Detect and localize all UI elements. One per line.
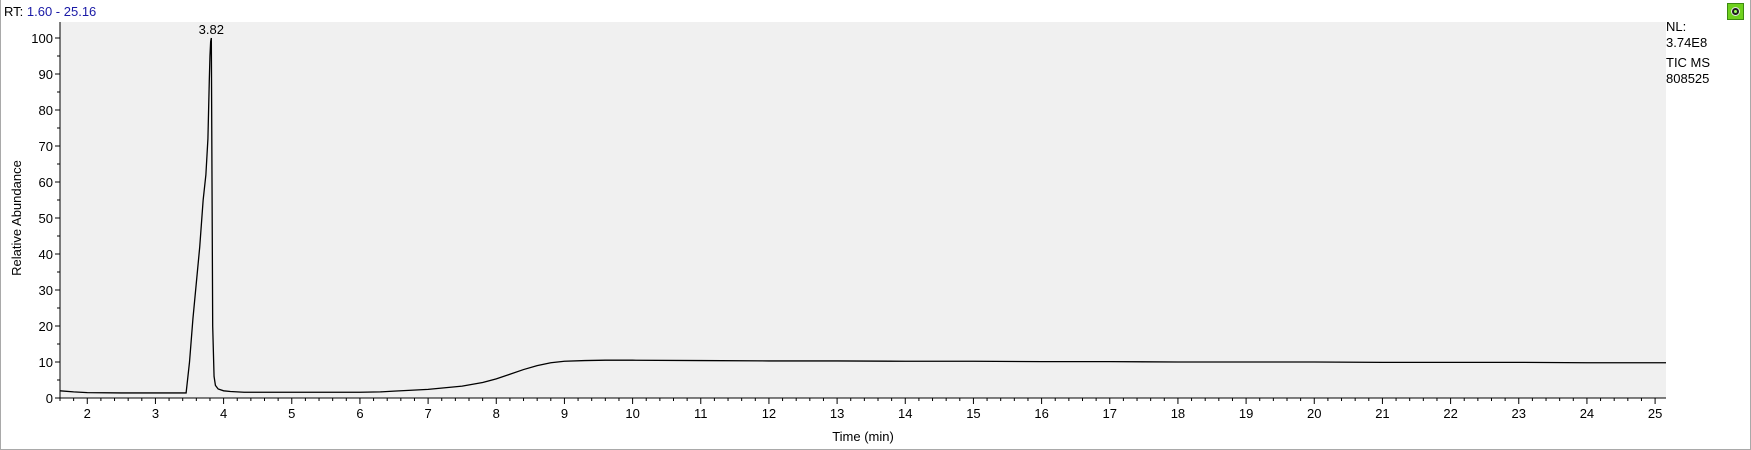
rt-range-value: 1.60 - 25.16 bbox=[26, 4, 97, 19]
x-tick-label: 16 bbox=[1034, 406, 1048, 421]
x-tick-label: 23 bbox=[1512, 406, 1526, 421]
x-tick-label: 13 bbox=[830, 406, 844, 421]
y-tick-label: 0 bbox=[46, 391, 53, 406]
x-tick-label: 19 bbox=[1239, 406, 1253, 421]
y-tick-label: 10 bbox=[39, 355, 53, 370]
y-tick-label: 90 bbox=[39, 67, 53, 82]
x-tick-label: 10 bbox=[625, 406, 639, 421]
peak-label: 3.82 bbox=[199, 22, 224, 37]
peak-labels: 3.82 bbox=[199, 22, 224, 37]
y-tick-label: 60 bbox=[39, 175, 53, 190]
y-tick-label: 20 bbox=[39, 319, 53, 334]
x-tick-label: 2 bbox=[84, 406, 91, 421]
x-axis-label: Time (min) bbox=[832, 429, 894, 444]
x-tick-label: 14 bbox=[898, 406, 912, 421]
pin-toggle-icon[interactable] bbox=[1727, 3, 1744, 20]
x-tick-label: 8 bbox=[493, 406, 500, 421]
x-tick-label: 20 bbox=[1307, 406, 1321, 421]
y-tick-label: 80 bbox=[39, 103, 53, 118]
x-tick-label: 22 bbox=[1443, 406, 1457, 421]
x-axis-ticks: 2 3 4 5 6 7 8 9 10 11 12 13 14 15 16 17 18 19 20 21 22 23 24 25 bbox=[59, 398, 1662, 421]
tic-trace-line bbox=[59, 37, 1666, 394]
x-tick-label: 7 bbox=[424, 406, 431, 421]
x-tick-label: 24 bbox=[1580, 406, 1594, 421]
x-tick-label: 25 bbox=[1648, 406, 1662, 421]
sample-id-label: 808525 bbox=[1666, 71, 1710, 86]
y-tick-label: 50 bbox=[39, 211, 53, 226]
x-tick-label: 18 bbox=[1171, 406, 1185, 421]
x-tick-label: 6 bbox=[356, 406, 363, 421]
y-tick-label: 40 bbox=[39, 247, 53, 262]
y-axis-ticks: 0 10 20 30 40 50 60 70 80 90 100 bbox=[31, 31, 60, 406]
rt-label: RT: bbox=[4, 4, 24, 19]
x-tick-label: 5 bbox=[288, 406, 295, 421]
scan-type-label: TIC MS bbox=[1666, 55, 1711, 70]
rt-range-header: RT: 1.60 - 25.16 bbox=[4, 4, 96, 19]
x-tick-label: 11 bbox=[694, 406, 708, 421]
y-axis-label: Relative Abundance bbox=[9, 160, 24, 276]
x-tick-label: 12 bbox=[762, 406, 776, 421]
x-tick-label: 21 bbox=[1375, 406, 1389, 421]
y-tick-label: 70 bbox=[39, 139, 53, 154]
y-tick-label: 30 bbox=[39, 283, 53, 298]
x-tick-label: 17 bbox=[1103, 406, 1117, 421]
nl-label: NL: bbox=[1666, 19, 1687, 34]
plot-area bbox=[60, 22, 1666, 398]
x-tick-label: 15 bbox=[966, 406, 980, 421]
y-tick-label: 100 bbox=[31, 31, 53, 46]
x-tick-label: 3 bbox=[152, 406, 159, 421]
x-tick-label: 9 bbox=[561, 406, 568, 421]
x-tick-label: 4 bbox=[220, 406, 227, 421]
nl-value: 3.74E8 bbox=[1666, 35, 1708, 50]
